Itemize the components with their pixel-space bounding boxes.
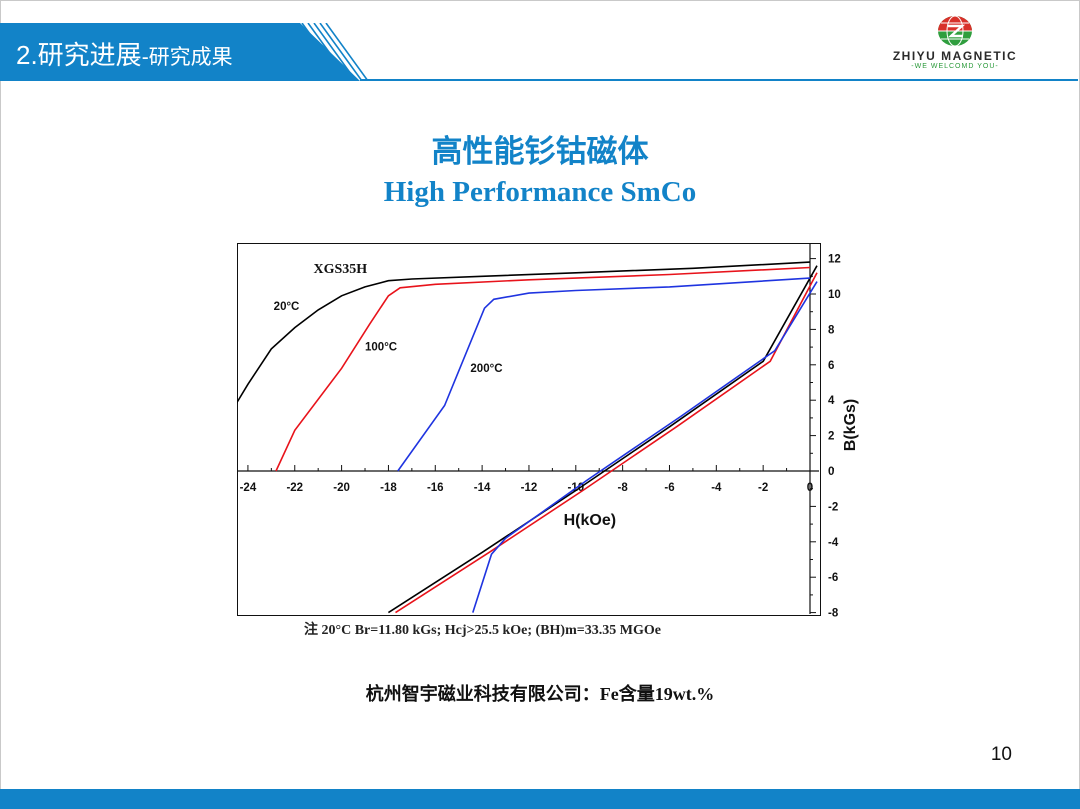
- x-tick-label: -20: [333, 482, 350, 494]
- company-line: 杭州智宇磁业科技有限公司：Fe含量19wt.%: [365, 684, 715, 704]
- x-tick-label: -24: [240, 482, 257, 494]
- section-title-band: [0, 23, 360, 81]
- series-3-curve-1: [397, 277, 811, 472]
- series-label-2: 100°C: [365, 342, 397, 354]
- chart-plot-area: [237, 243, 821, 616]
- chart-note: 注 20°C Br=11.80 kGs; Hcj>25.5 kOe; (BH)m…: [304, 623, 661, 638]
- y-tick-label: 6: [828, 360, 834, 372]
- globe-logo-icon: [938, 15, 972, 47]
- header-rule: [360, 79, 1078, 81]
- slide-title-cn: 高性能钐钴磁体: [431, 134, 649, 169]
- footer-band: [0, 789, 1080, 809]
- y-tick-label: 2: [828, 431, 834, 443]
- x-tick-label: 0: [807, 482, 813, 494]
- x-tick-label: -12: [521, 482, 538, 494]
- y-tick-label: 10: [828, 289, 841, 301]
- series-2-curve-1: [275, 266, 811, 472]
- x-tick-label: -8: [618, 482, 629, 494]
- section-title-main: 2.研究进展: [16, 40, 142, 70]
- series-label-3: 200°C: [470, 363, 502, 375]
- decorative-stripes-icon: [295, 23, 368, 81]
- x-tick-label: -22: [286, 482, 303, 494]
- x-tick-label: -18: [380, 482, 397, 494]
- series-1-curve-2: [387, 265, 818, 614]
- y-tick-label: -4: [828, 537, 839, 549]
- series-label-1: 20°C: [274, 301, 300, 313]
- company-logo: ZHIYU MAGNETIC -WE WELCOMD YOU-: [880, 14, 1030, 76]
- grade-annotation: XGS35H: [313, 262, 367, 277]
- x-tick-label: -6: [664, 482, 674, 494]
- series-3-curve-2: [472, 281, 818, 613]
- slide-title-en: High Performance SmCo: [383, 176, 697, 208]
- y-tick-label: -6: [828, 572, 838, 584]
- y-axis-title: B(kGs): [842, 399, 859, 451]
- series-1-curve-1: [237, 261, 811, 404]
- x-tick-label: -2: [758, 482, 768, 494]
- section-title: 2.研究进展-研究成果: [16, 40, 233, 73]
- x-tick-label: -14: [474, 482, 491, 494]
- x-tick-label: -4: [711, 482, 722, 494]
- series-2-curve-2: [395, 272, 818, 614]
- logo-slogan: -WE WELCOMD YOU-: [911, 63, 999, 70]
- y-tick-label: 8: [828, 324, 835, 336]
- section-title-sub: -研究成果: [141, 46, 233, 69]
- y-tick-label: -8: [828, 608, 839, 620]
- x-tick-label: -16: [427, 482, 444, 494]
- y-tick-label: -2: [828, 501, 838, 513]
- y-tick-label: 4: [828, 395, 835, 407]
- y-tick-label: 12: [828, 254, 841, 266]
- page-number: 10: [990, 744, 1012, 765]
- logo-name: ZHIYU MAGNETIC: [892, 49, 1018, 63]
- y-tick-label: 0: [828, 466, 834, 478]
- x-axis-title: H(kOe): [564, 512, 616, 529]
